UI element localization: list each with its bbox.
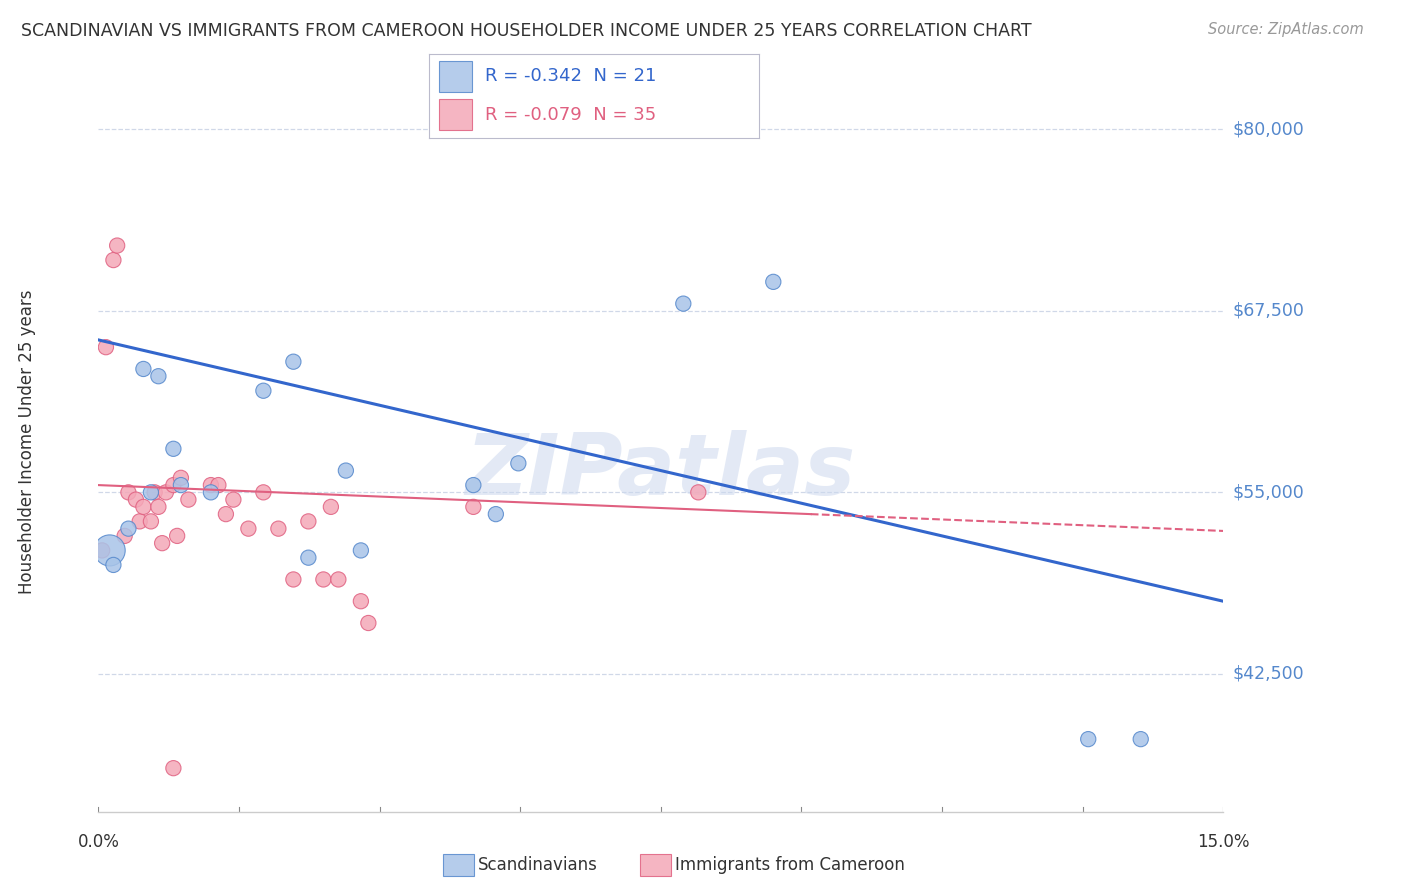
- Bar: [439, 99, 472, 130]
- Text: Immigrants from Cameroon: Immigrants from Cameroon: [675, 856, 904, 874]
- Point: [162, 442, 184, 456]
- Text: Scandinavians: Scandinavians: [478, 856, 598, 874]
- Point: [132, 500, 155, 514]
- Point: [91, 543, 114, 558]
- Point: [143, 485, 166, 500]
- Text: Householder Income Under 25 years: Householder Income Under 25 years: [18, 289, 37, 594]
- Point: [463, 500, 485, 514]
- Point: [1129, 732, 1152, 747]
- Point: [319, 500, 342, 514]
- Point: [252, 384, 274, 398]
- Point: [463, 478, 485, 492]
- Point: [148, 500, 170, 514]
- Point: [139, 485, 162, 500]
- Point: [222, 492, 245, 507]
- Point: [166, 529, 188, 543]
- Point: [162, 761, 184, 775]
- Point: [267, 522, 290, 536]
- Point: [508, 456, 530, 470]
- Text: $67,500: $67,500: [1232, 301, 1305, 320]
- Text: ZIPatlas: ZIPatlas: [465, 430, 856, 513]
- Text: SCANDINAVIAN VS IMMIGRANTS FROM CAMEROON HOUSEHOLDER INCOME UNDER 25 YEARS CORRE: SCANDINAVIAN VS IMMIGRANTS FROM CAMEROON…: [21, 22, 1032, 40]
- Point: [238, 522, 260, 536]
- Text: R = -0.079  N = 35: R = -0.079 N = 35: [485, 105, 657, 123]
- Point: [252, 485, 274, 500]
- Point: [103, 558, 125, 572]
- Point: [117, 522, 139, 536]
- Point: [177, 492, 200, 507]
- Point: [297, 550, 319, 565]
- Point: [350, 594, 373, 608]
- Point: [485, 507, 508, 521]
- Point: [117, 485, 139, 500]
- Point: [357, 615, 380, 630]
- Point: [328, 573, 350, 587]
- Point: [200, 478, 222, 492]
- Point: [162, 478, 184, 492]
- Point: [200, 485, 222, 500]
- Point: [350, 543, 373, 558]
- Point: [148, 369, 170, 384]
- Point: [114, 529, 136, 543]
- Point: [132, 362, 155, 376]
- Point: [207, 478, 229, 492]
- Point: [128, 515, 150, 529]
- Point: [335, 464, 357, 478]
- Point: [170, 471, 193, 485]
- Point: [139, 515, 162, 529]
- Text: $80,000: $80,000: [1232, 120, 1303, 138]
- Point: [98, 543, 121, 558]
- Text: $42,500: $42,500: [1232, 665, 1303, 682]
- Point: [125, 492, 148, 507]
- Point: [94, 340, 117, 354]
- Point: [688, 485, 710, 500]
- Point: [283, 573, 305, 587]
- Text: R = -0.342  N = 21: R = -0.342 N = 21: [485, 68, 657, 86]
- Point: [1077, 732, 1099, 747]
- Text: $55,000: $55,000: [1232, 483, 1303, 501]
- Point: [150, 536, 173, 550]
- Bar: [439, 62, 472, 92]
- Point: [103, 253, 125, 268]
- Text: Source: ZipAtlas.com: Source: ZipAtlas.com: [1208, 22, 1364, 37]
- Point: [215, 507, 238, 521]
- Point: [170, 478, 193, 492]
- Point: [297, 515, 319, 529]
- Point: [762, 275, 785, 289]
- Point: [312, 573, 335, 587]
- Point: [283, 354, 305, 368]
- Text: 0.0%: 0.0%: [77, 833, 120, 852]
- Text: 15.0%: 15.0%: [1197, 833, 1250, 852]
- Point: [105, 238, 128, 252]
- Point: [155, 485, 177, 500]
- Point: [672, 296, 695, 310]
